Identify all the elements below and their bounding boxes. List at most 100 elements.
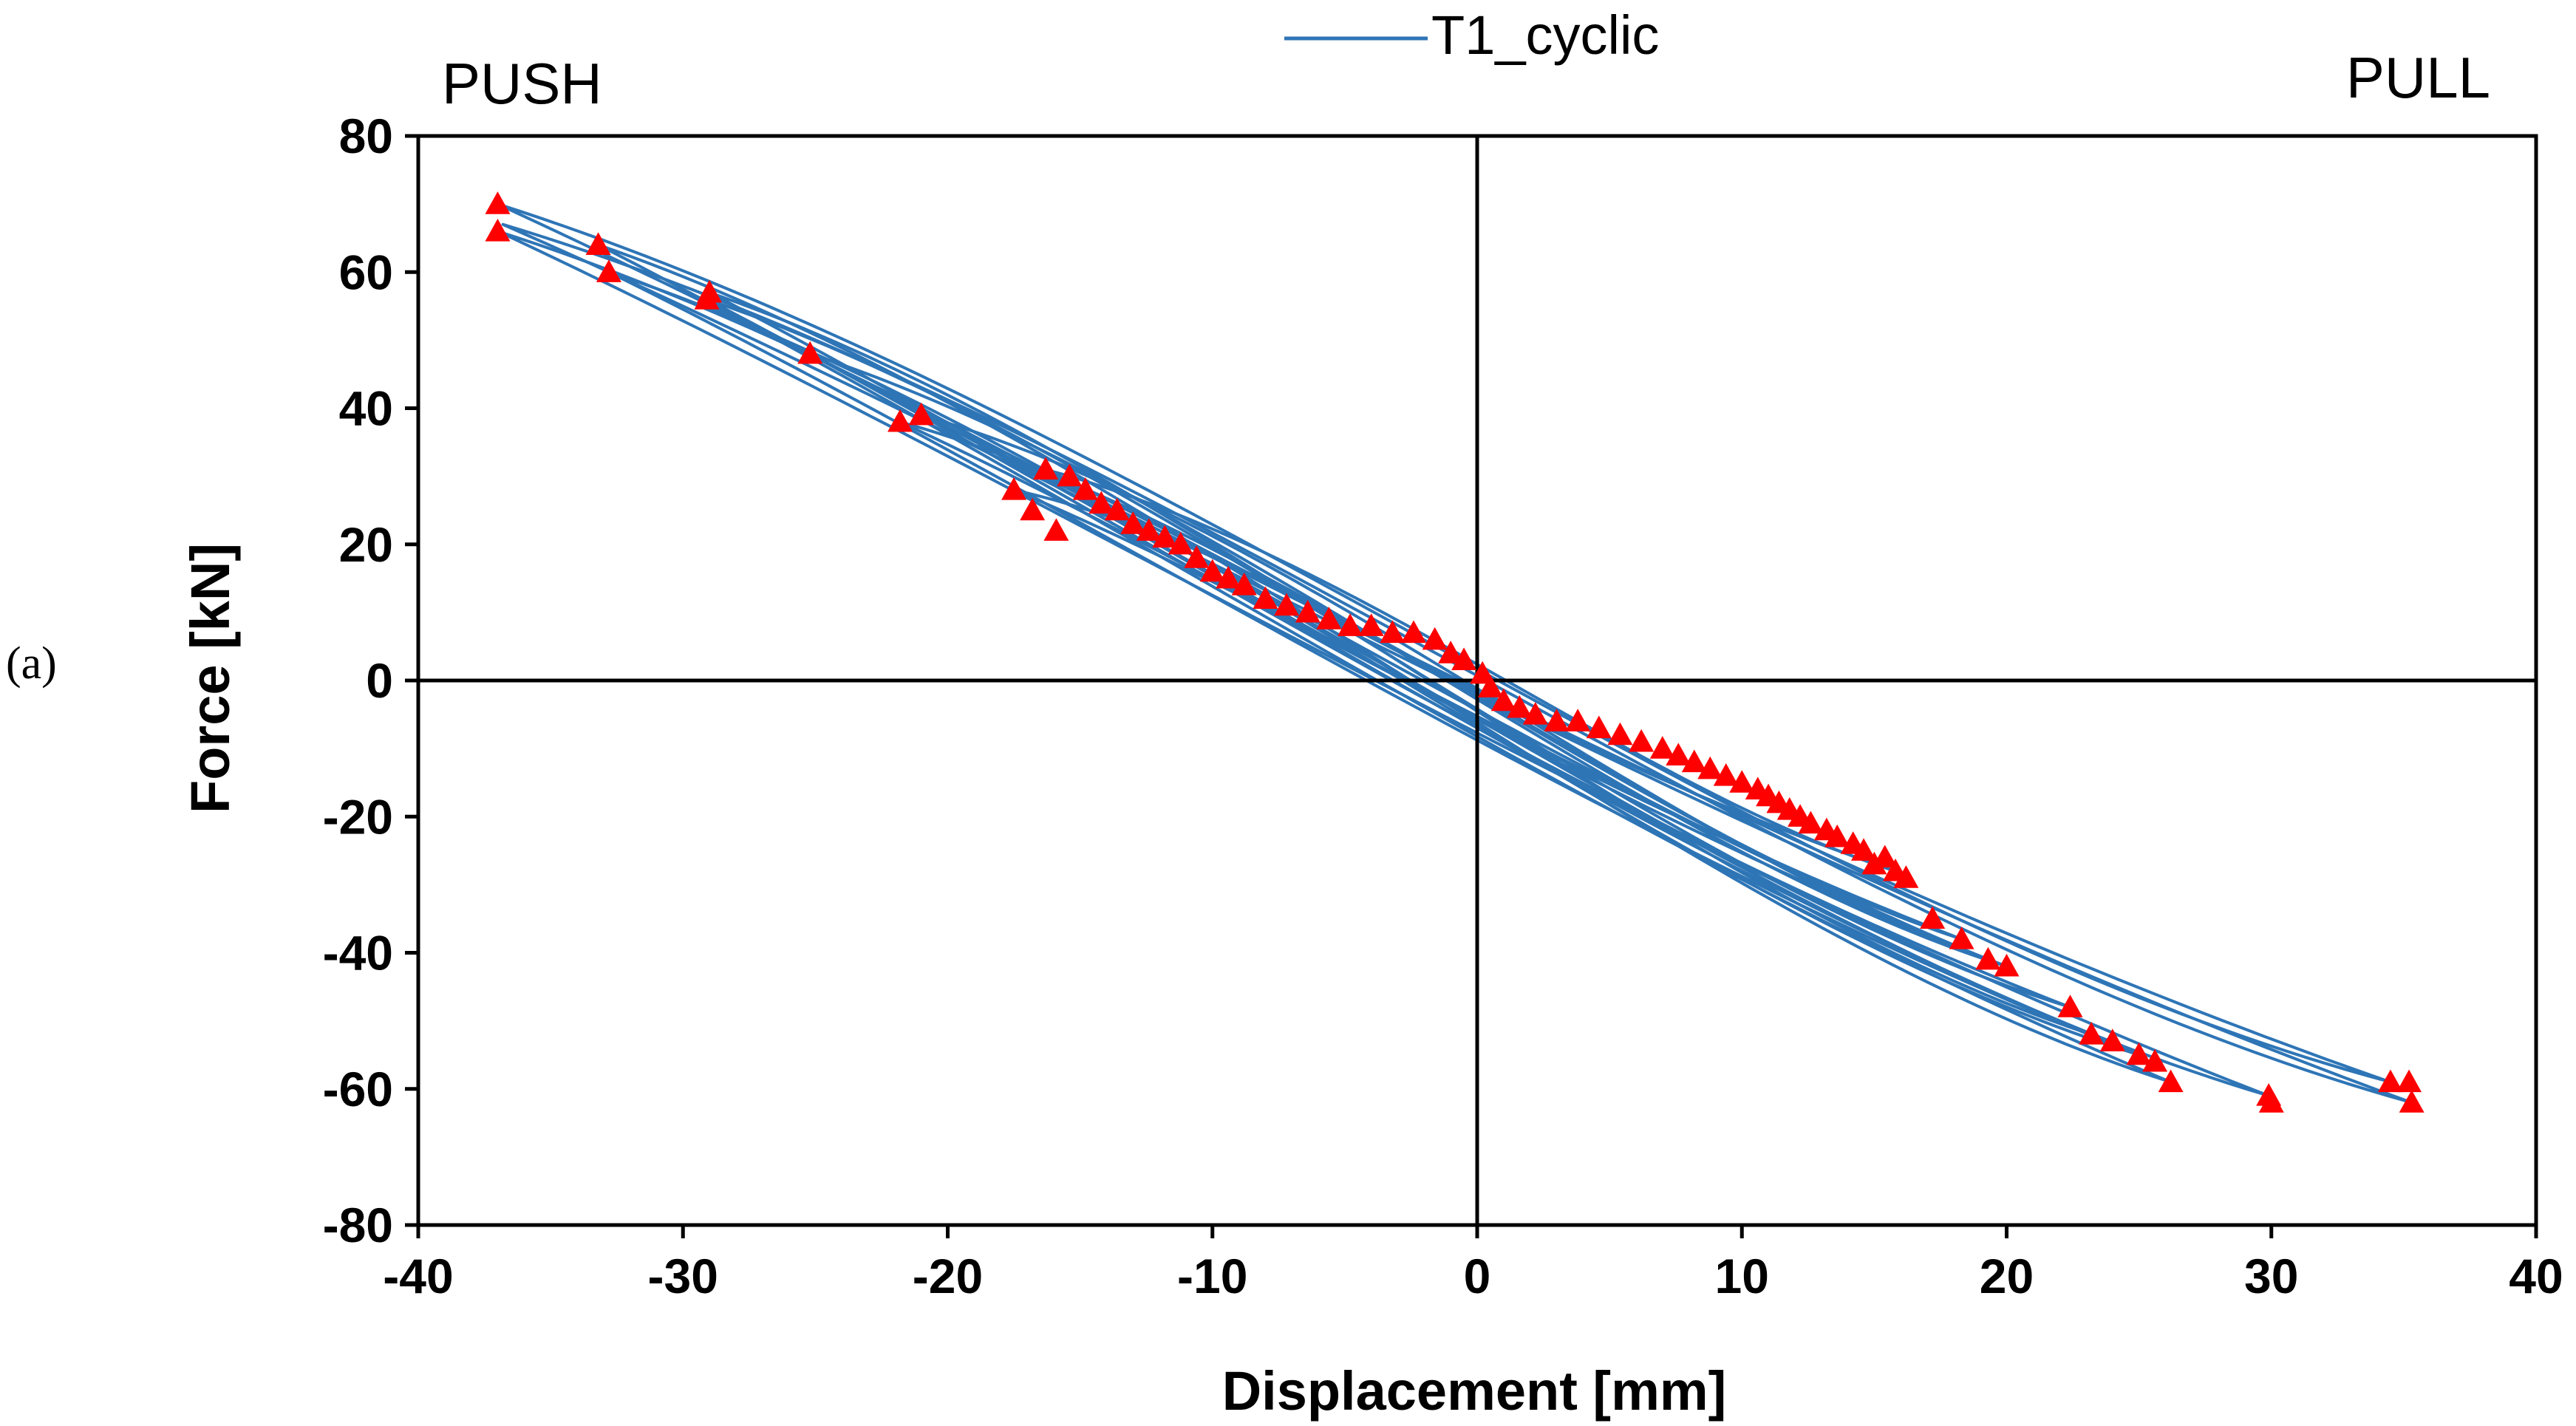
x-tick-label-5: 10 <box>1715 1249 1769 1303</box>
peak-marker-15 <box>1072 477 1098 500</box>
peak-marker-48 <box>1666 743 1691 765</box>
peak-marker-3 <box>585 232 611 255</box>
peak-markers <box>485 191 2425 1113</box>
peak-marker-17 <box>1104 497 1130 521</box>
peak-marker-2 <box>485 218 511 242</box>
peak-marker-12 <box>1033 457 1059 480</box>
peak-marker-45 <box>1607 722 1633 746</box>
x-axis-title: Displacement [mm] <box>1222 1360 1727 1422</box>
peak-marker-33 <box>1401 620 1427 644</box>
chart-texts: Displacement [mm] Force [kN] PUSH PULL (… <box>6 4 2490 1422</box>
peak-marker-70 <box>1994 953 2020 977</box>
peak-marker-52 <box>1729 770 1755 793</box>
axes: -40 -30 -20 -10 0 10 20 30 40 -80 -60 -40 -20 0 20 40 60… <box>323 109 2563 1303</box>
peak-marker-46 <box>1629 729 1655 752</box>
push-label: PUSH <box>442 51 602 116</box>
peak-marker-78 <box>2258 1090 2284 1113</box>
peak-marker-8 <box>887 409 913 432</box>
peak-marker-72 <box>2079 1022 2105 1045</box>
peak-marker-79 <box>2377 1069 2403 1093</box>
peak-marker-10 <box>1001 477 1027 500</box>
peak-marker-43 <box>1565 709 1591 731</box>
peak-marker-74 <box>2126 1042 2152 1065</box>
peak-marker-31 <box>1358 613 1384 636</box>
peak-marker-73 <box>2099 1028 2125 1051</box>
peak-marker-32 <box>1380 620 1405 644</box>
peak-marker-40 <box>1507 695 1533 718</box>
peak-marker-68 <box>1949 927 1974 949</box>
peak-marker-16 <box>1088 491 1114 514</box>
peak-marker-26 <box>1253 586 1278 610</box>
series-cycle-12 <box>501 222 2413 1105</box>
x-tick-label-1: -30 <box>648 1249 718 1303</box>
peak-marker-76 <box>2158 1069 2184 1093</box>
peak-marker-14 <box>1057 463 1083 487</box>
peak-marker-38 <box>1477 675 1503 697</box>
peak-marker-28 <box>1295 599 1321 623</box>
peak-marker-49 <box>1681 749 1707 773</box>
peak-marker-69 <box>1975 946 2001 970</box>
x-tick-label-6: 20 <box>1980 1249 2034 1303</box>
y-tick-label-1: -60 <box>323 1062 393 1116</box>
peak-marker-50 <box>1697 756 1723 779</box>
x-tick-label-8: 40 <box>2509 1249 2563 1303</box>
pull-label: PULL <box>2346 45 2490 110</box>
y-tick-label-0: -80 <box>323 1198 393 1252</box>
y-tick-label-6: 40 <box>339 381 393 436</box>
peak-marker-64 <box>1872 845 1898 868</box>
peak-marker-18 <box>1120 511 1146 534</box>
peak-marker-60 <box>1824 824 1850 847</box>
series-cycle-11 <box>496 202 2391 1084</box>
peak-marker-51 <box>1713 763 1739 786</box>
peak-marker-29 <box>1316 607 1342 630</box>
peak-marker-62 <box>1851 838 1877 861</box>
y-tick-label-7: 60 <box>339 245 393 299</box>
x-tick-label-7: 30 <box>2244 1249 2298 1303</box>
y-tick-label-3: -20 <box>323 789 393 844</box>
peak-marker-27 <box>1274 593 1300 616</box>
peak-marker-44 <box>1586 715 1612 739</box>
x-tick-label-0: -40 <box>383 1249 453 1303</box>
series-cycle-2 <box>1012 488 1907 921</box>
x-tick-label-3: -10 <box>1177 1249 1247 1303</box>
peak-marker-36 <box>1451 647 1477 670</box>
peak-marker-25 <box>1231 573 1257 596</box>
peak-marker-6 <box>697 279 723 303</box>
peak-marker-30 <box>1338 613 1363 636</box>
series-cycle-8 <box>607 270 2140 1057</box>
peak-marker-81 <box>2399 1090 2425 1113</box>
peak-marker-39 <box>1490 688 1516 712</box>
peak-marker-22 <box>1184 545 1210 568</box>
peak-marker-7 <box>797 341 823 364</box>
peak-marker-11 <box>1020 497 1046 521</box>
peak-marker-67 <box>1920 906 1946 929</box>
peak-marker-41 <box>1522 702 1548 725</box>
peak-marker-47 <box>1649 736 1675 759</box>
peak-marker-66 <box>1893 865 1919 888</box>
peak-marker-21 <box>1168 531 1193 555</box>
y-axis-title: Force [kN] <box>180 543 241 813</box>
peak-marker-42 <box>1544 709 1570 731</box>
peak-marker-23 <box>1199 559 1225 582</box>
peak-marker-13 <box>1043 518 1069 541</box>
y-tick-label-5: 20 <box>339 517 393 572</box>
panel-label: (a) <box>6 638 57 689</box>
peak-marker-1 <box>485 191 511 214</box>
peak-marker-34 <box>1422 627 1448 650</box>
peak-marker-24 <box>1216 565 1241 589</box>
x-tick-label-2: -20 <box>913 1249 983 1303</box>
y-tick-label-8: 80 <box>339 109 393 163</box>
y-tick-label-4: 0 <box>366 653 393 708</box>
peak-marker-20 <box>1152 525 1178 548</box>
peak-marker-80 <box>2396 1069 2422 1093</box>
peak-marker-9 <box>908 402 934 426</box>
peak-marker-4 <box>596 259 621 282</box>
legend-entry: T1_cyclic <box>1431 4 1659 66</box>
peak-marker-19 <box>1136 518 1162 541</box>
peak-marker-71 <box>2057 995 2083 1017</box>
peak-marker-35 <box>1438 641 1464 663</box>
peak-marker-75 <box>2142 1048 2168 1072</box>
x-tick-label-4: 0 <box>1464 1249 1491 1303</box>
peak-marker-58 <box>1798 811 1824 834</box>
